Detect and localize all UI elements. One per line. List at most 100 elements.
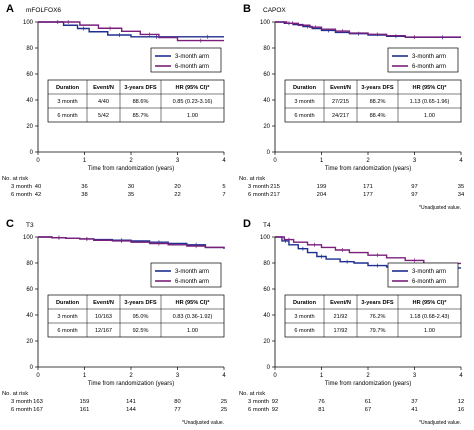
legend-label: 6-month arm [412, 279, 446, 285]
panel-letter: A [6, 3, 14, 15]
x-tick-label: 2 [129, 373, 133, 379]
legend-label: 6-month arm [175, 279, 209, 285]
at-risk-value: 42 [35, 192, 41, 198]
at-risk-label: 6 month [248, 407, 269, 413]
x-tick-label: 4 [222, 158, 226, 164]
stats-table: Duration Event/N 3-years DFS HR (95% CI)* 3 … [284, 294, 462, 338]
at-risk-value: 34 [458, 192, 465, 198]
km-curve-6-month [38, 21, 224, 42]
panel-subtitle: T3 [26, 222, 34, 229]
at-risk-value: 144 [126, 407, 136, 413]
x-tick-label: 0 [36, 158, 40, 164]
at-risk-value: 38 [81, 192, 87, 198]
km-curve-6-month [38, 236, 225, 249]
y-tick-label: 100 [23, 20, 34, 26]
y-tick-label: 40 [26, 313, 33, 319]
y-tick-label: 80 [26, 46, 33, 52]
km-curve-6-month [275, 21, 461, 38]
y-tick-label: 0 [30, 150, 34, 156]
table-cell: 88.2% [370, 99, 386, 105]
table-header: Event/N [93, 85, 114, 91]
table-header: HR (95% CI)* [413, 85, 448, 91]
table-header: Duration [56, 300, 80, 306]
legend-label: 3-month arm [175, 54, 209, 60]
table-header: Event/N [330, 300, 351, 306]
table-header: HR (95% CI)* [413, 300, 448, 306]
table-cell: 6 month [57, 113, 77, 119]
y-tick-label: 100 [260, 235, 271, 241]
at-risk-value: 35 [458, 184, 464, 190]
y-tick-label: 100 [23, 235, 34, 241]
legend: 3-month arm 6-month arm [387, 262, 459, 288]
at-risk: No. at risk 3 month 40 36 30 20 5 6 month 42 38 35… [2, 176, 226, 198]
y-tick-label: 0 [30, 365, 34, 371]
legend: 3-month arm 6-month arm [387, 47, 459, 73]
at-risk-label: 6 month [11, 407, 32, 413]
x-axis-label: Time from randomization (years) [325, 381, 411, 387]
legend: 3-month arm 6-month arm [150, 262, 222, 288]
stats-table: Duration Event/N 3-years DFS HR (95% CI)* 3 … [284, 79, 462, 123]
at-risk-value: 163 [33, 399, 43, 405]
table-cell: 0.83 (0.36-1.92) [173, 314, 213, 320]
table-cell: 92.5% [133, 328, 149, 334]
at-risk-value: 7 [222, 192, 225, 198]
at-risk-value: 37 [411, 399, 417, 405]
at-risk-label: 3 month [11, 184, 32, 190]
table-cell: 24/217 [332, 113, 349, 119]
x-tick-label: 0 [273, 373, 277, 379]
x-axis-label: Time from randomization (years) [325, 166, 411, 172]
at-risk-header: No. at risk [239, 176, 265, 182]
at-risk-value: 97 [411, 192, 417, 198]
panel-letter: B [243, 3, 251, 15]
panel-letter: C [6, 218, 14, 230]
y-tick-label: 40 [263, 98, 270, 104]
y-tick-label: 20 [26, 339, 33, 345]
table-cell: 0.85 (0.23-3.16) [173, 99, 213, 105]
panel-letter: D [243, 218, 251, 230]
at-risk-value: 41 [411, 407, 417, 413]
at-risk-value: 25 [221, 407, 227, 413]
x-axis-label: Time from randomization (years) [88, 381, 174, 387]
table-cell: 6 month [57, 328, 77, 334]
at-risk: No. at risk 3 month 215 199 171 97 35 6 month 21… [239, 176, 465, 198]
y-tick-label: 20 [263, 339, 270, 345]
at-risk-value: 36 [81, 184, 87, 190]
y-tick-label: 40 [26, 98, 33, 104]
km-curve-3-month [275, 236, 461, 269]
x-tick-label: 1 [83, 373, 87, 379]
table-cell: 3 month [294, 99, 314, 105]
legend-label: 6-month arm [175, 64, 209, 70]
x-tick-label: 1 [83, 158, 87, 164]
table-frame [284, 79, 462, 123]
table-cell: 3 month [294, 314, 314, 320]
at-risk-label: 6 month [248, 192, 269, 198]
table-header: HR (95% CI)* [176, 300, 211, 306]
at-risk-value: 199 [317, 184, 327, 190]
x-axis-label: Time from randomization (years) [88, 166, 174, 172]
table-header: Event/N [330, 85, 351, 91]
legend-box [150, 47, 222, 73]
legend-box [387, 262, 459, 288]
at-risk-label: 3 month [11, 399, 32, 405]
legend-box [150, 262, 222, 288]
at-risk-value: 35 [128, 192, 134, 198]
stats-table: Duration Event/N 3-years DFS HR (95% CI)* 3 … [47, 294, 225, 338]
table-header: HR (95% CI)* [176, 85, 211, 91]
at-risk-value: 22 [174, 192, 180, 198]
table-cell: 1.13 (0.65-1.96) [410, 99, 450, 105]
table-cell: 6 month [294, 113, 314, 119]
panel-subtitle: mFOLFOX6 [26, 7, 61, 14]
table-cell: 17/92 [334, 328, 348, 334]
table-cell: 95.0% [133, 314, 149, 320]
at-risk-value: 204 [317, 192, 327, 198]
footnote: *Unadjusted value. [419, 420, 461, 426]
at-risk-value: 40 [35, 184, 41, 190]
table-header: Duration [56, 85, 80, 91]
y-tick-label: 40 [263, 313, 270, 319]
km-curve-3-month [38, 21, 224, 38]
table-cell: 79.7% [370, 328, 386, 334]
y-tick-label: 60 [263, 287, 270, 293]
table-cell: 27/215 [332, 99, 349, 105]
